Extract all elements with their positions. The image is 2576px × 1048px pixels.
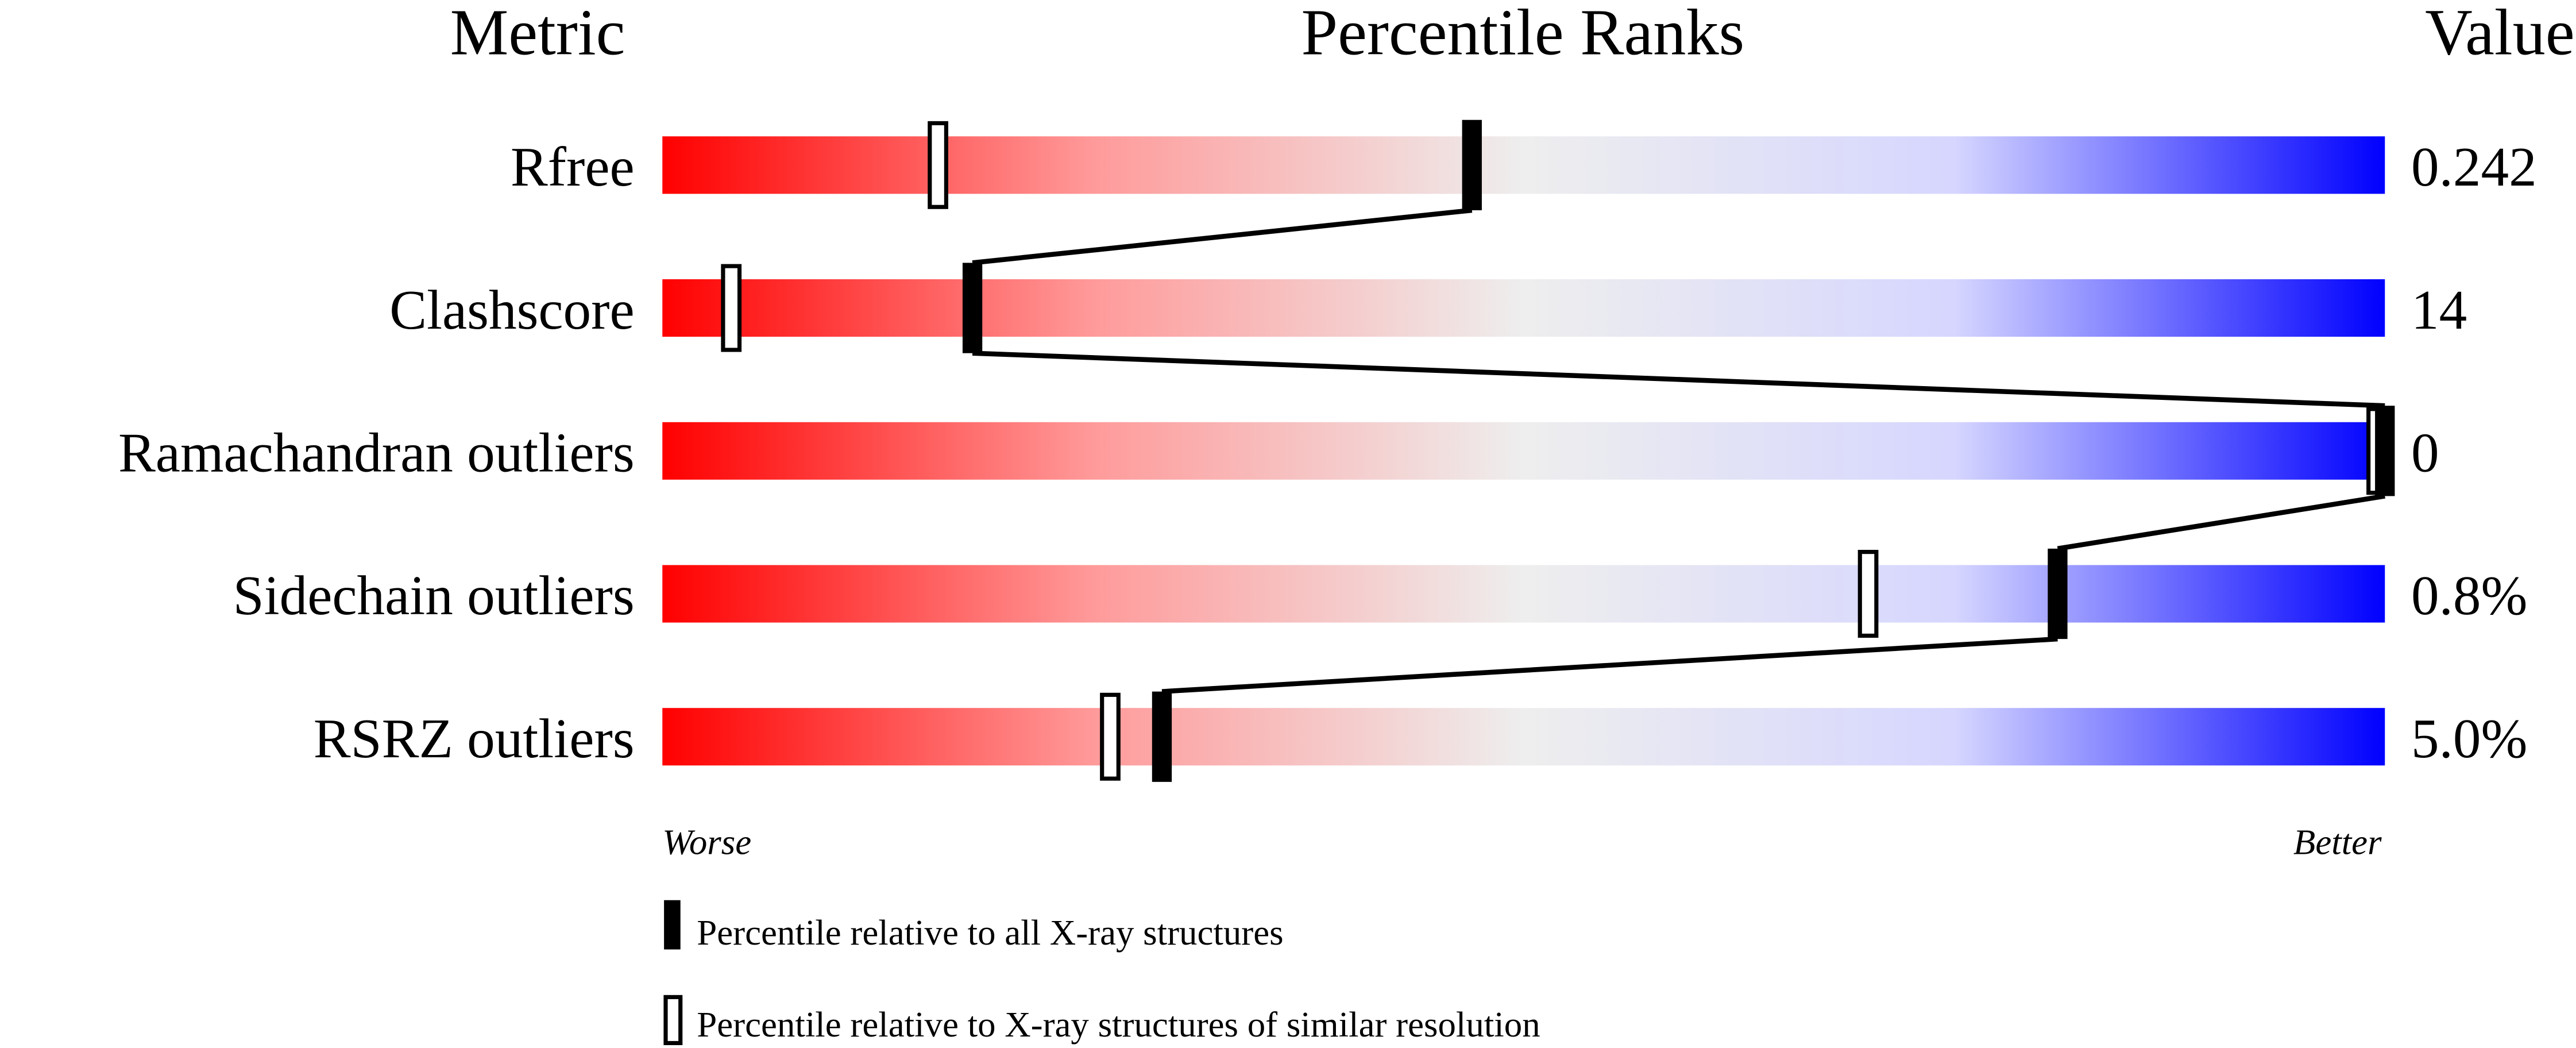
connector-line (972, 350, 2385, 409)
connector-line (972, 207, 1473, 265)
metric-value: 0 (2411, 422, 2439, 484)
percentile-bar (662, 708, 2385, 766)
connector-line (2057, 494, 2385, 552)
metric-value: 0.8% (2411, 565, 2527, 627)
header-value: Value (2425, 0, 2574, 68)
legend-open-marker (663, 995, 683, 1045)
metric-label: RSRZ outliers (314, 708, 635, 770)
marker-all-structures (1462, 120, 1482, 210)
marker-all-structures (2375, 406, 2395, 496)
marker-all-structures (2048, 548, 2068, 639)
header-metric: Metric (450, 0, 625, 68)
metric-label: Ramachandran outliers (118, 422, 635, 484)
metric-value: 14 (2411, 279, 2467, 341)
legend-filled-marker (664, 900, 681, 950)
legend-label-all: Percentile relative to all X-ray structu… (697, 912, 1283, 953)
percentile-bar (662, 422, 2385, 480)
metric-label: Clashscore (389, 279, 634, 341)
marker-similar-resolution (721, 264, 742, 352)
marker-all-structures (1152, 691, 1172, 782)
marker-similar-resolution (1100, 692, 1121, 781)
marker-similar-resolution (1857, 550, 1879, 638)
marker-all-structures (962, 263, 983, 353)
metric-value: 5.0% (2411, 708, 2527, 770)
axis-label-worse: Worse (662, 822, 751, 862)
metric-label: Rfree (511, 136, 635, 198)
legend-label-similar: Percentile relative to X-ray structures … (697, 1004, 1540, 1045)
percentile-bar (662, 136, 2385, 194)
metric-value: 0.242 (2411, 136, 2537, 198)
metric-label: Sidechain outliers (233, 565, 635, 627)
header-percentile-ranks: Percentile Ranks (1301, 0, 1745, 68)
marker-similar-resolution (928, 121, 948, 209)
percentile-bar (662, 565, 2385, 623)
axis-label-better: Better (2293, 822, 2382, 862)
connector-line (1161, 636, 2058, 694)
percentile-bar (662, 279, 2385, 337)
